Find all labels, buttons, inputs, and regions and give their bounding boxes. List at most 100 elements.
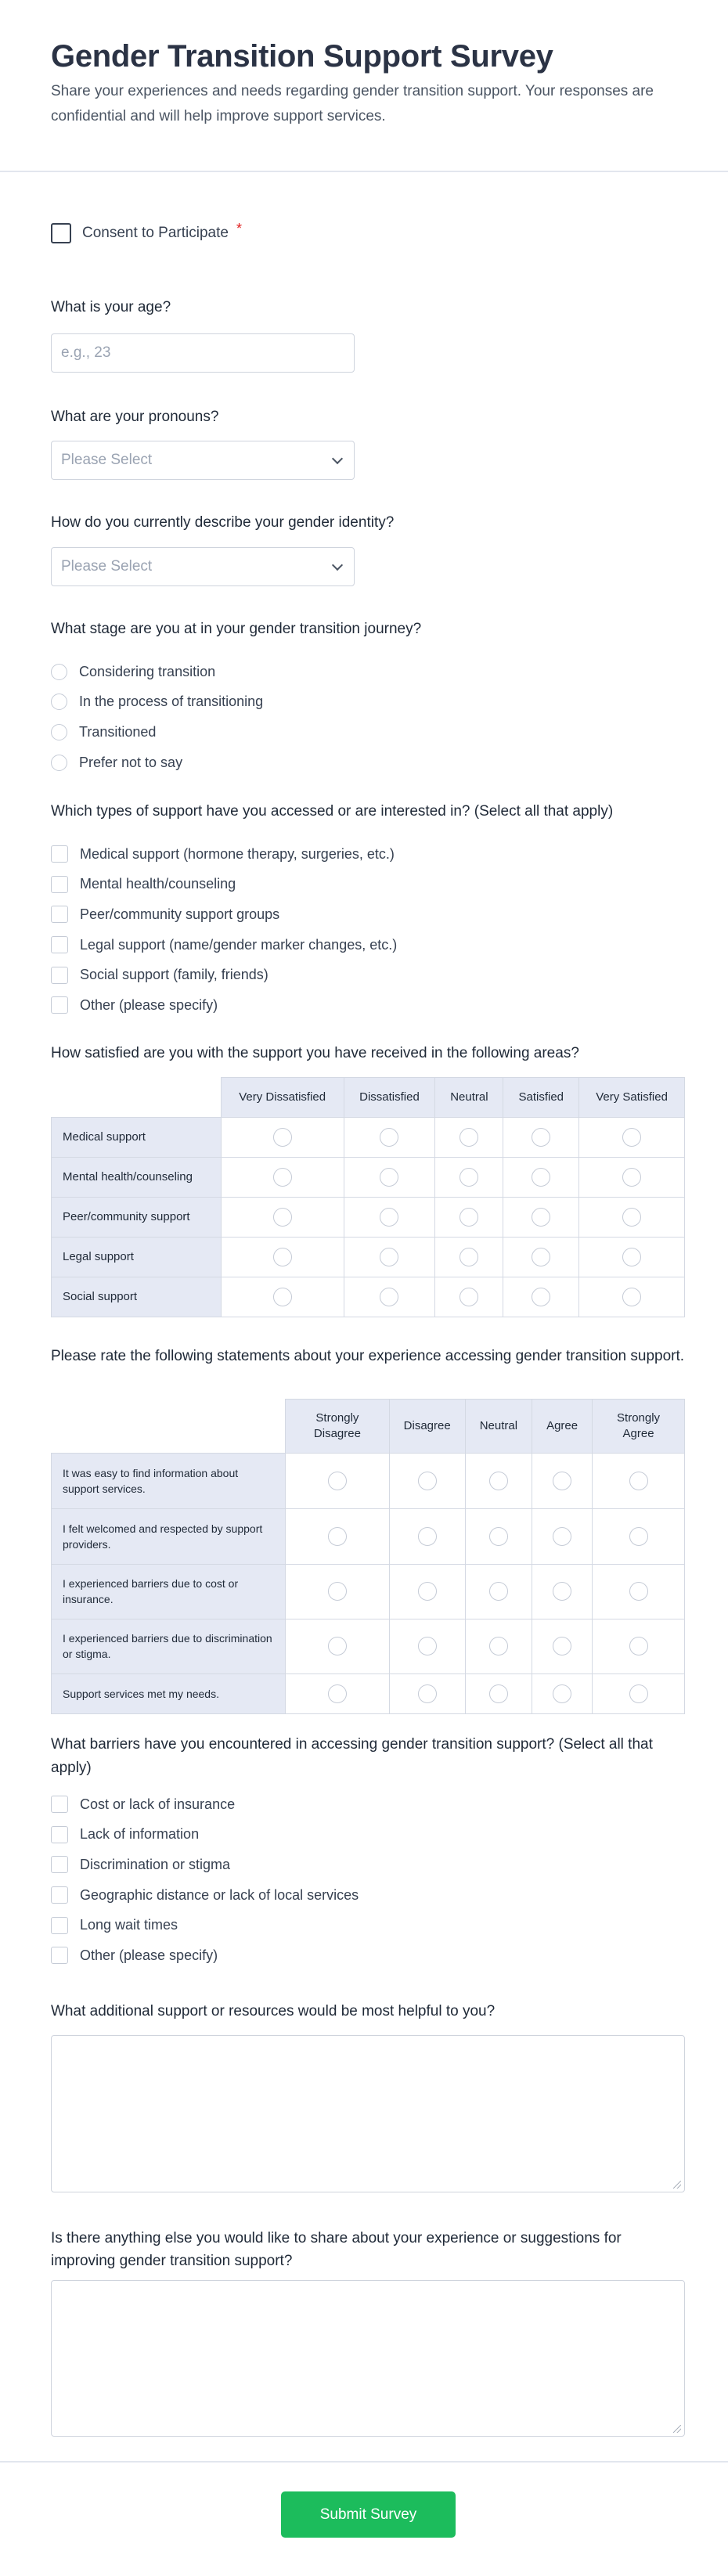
checkbox[interactable] xyxy=(51,1947,68,1965)
radio-button[interactable] xyxy=(622,1127,642,1147)
matrix-cell[interactable] xyxy=(434,1276,504,1317)
matrix-cell[interactable] xyxy=(343,1156,436,1198)
radio-button[interactable] xyxy=(622,1287,642,1306)
radio-button[interactable] xyxy=(417,1637,437,1655)
radio-button[interactable] xyxy=(622,1167,642,1187)
matrix-cell[interactable] xyxy=(434,1156,504,1198)
stage-option[interactable]: Transitioned xyxy=(51,717,685,748)
matrix-cell[interactable] xyxy=(464,1563,533,1619)
barrier-option[interactable]: Geographic distance or lack of local ser… xyxy=(51,1880,685,1911)
checkbox[interactable] xyxy=(51,845,68,863)
matrix-cell[interactable] xyxy=(285,1563,390,1619)
matrix-cell[interactable] xyxy=(532,1508,593,1565)
checkbox[interactable] xyxy=(51,1825,68,1843)
radio-button[interactable] xyxy=(622,1207,642,1227)
radio-button[interactable] xyxy=(488,1684,508,1703)
radio-button[interactable] xyxy=(327,1526,347,1546)
identity-select[interactable]: Please Select xyxy=(51,547,355,586)
matrix-cell[interactable] xyxy=(592,1508,685,1565)
radio-button[interactable] xyxy=(532,1207,551,1227)
radio-button[interactable] xyxy=(327,1471,347,1490)
radio-button[interactable] xyxy=(51,723,67,740)
matrix-cell[interactable] xyxy=(532,1618,593,1674)
checkbox[interactable] xyxy=(51,966,68,984)
radio-button[interactable] xyxy=(488,1637,508,1655)
matrix-cell[interactable] xyxy=(343,1236,436,1277)
radio-button[interactable] xyxy=(51,694,67,711)
radio-button[interactable] xyxy=(417,1684,437,1703)
consent-checkbox[interactable] xyxy=(51,223,71,243)
matrix-cell[interactable] xyxy=(532,1673,593,1714)
matrix-cell[interactable] xyxy=(343,1116,436,1158)
radio-button[interactable] xyxy=(532,1127,551,1147)
radio-button[interactable] xyxy=(327,1637,347,1655)
matrix-cell[interactable] xyxy=(388,1618,466,1674)
radio-button[interactable] xyxy=(532,1247,551,1266)
checkbox[interactable] xyxy=(51,1856,68,1874)
checkbox[interactable] xyxy=(51,906,68,924)
matrix-cell[interactable] xyxy=(434,1236,504,1277)
matrix-cell[interactable] xyxy=(503,1236,580,1277)
support-type-option[interactable]: Social support (family, friends) xyxy=(51,960,685,990)
matrix-cell[interactable] xyxy=(532,1452,593,1509)
matrix-cell[interactable] xyxy=(592,1452,685,1509)
radio-button[interactable] xyxy=(380,1167,399,1187)
matrix-cell[interactable] xyxy=(285,1452,390,1509)
radio-button[interactable] xyxy=(629,1637,648,1655)
matrix-cell[interactable] xyxy=(285,1673,390,1714)
matrix-cell[interactable] xyxy=(503,1196,580,1238)
radio-button[interactable] xyxy=(488,1582,508,1601)
matrix-cell[interactable] xyxy=(220,1116,344,1158)
submit-button[interactable]: Submit Survey xyxy=(281,2491,456,2538)
radio-button[interactable] xyxy=(417,1526,437,1546)
matrix-cell[interactable] xyxy=(464,1673,533,1714)
matrix-cell[interactable] xyxy=(388,1563,466,1619)
matrix-cell[interactable] xyxy=(220,1276,344,1317)
radio-button[interactable] xyxy=(272,1127,292,1147)
resize-handle-icon[interactable] xyxy=(673,2425,681,2433)
checkbox[interactable] xyxy=(51,1886,68,1904)
matrix-cell[interactable] xyxy=(503,1276,580,1317)
matrix-cell[interactable] xyxy=(592,1618,685,1674)
support-type-option[interactable]: Peer/community support groups xyxy=(51,899,685,930)
radio-button[interactable] xyxy=(327,1684,347,1703)
radio-button[interactable] xyxy=(532,1167,551,1187)
consent-field[interactable]: Consent to Participate * xyxy=(51,221,685,243)
support-type-option[interactable]: Other (please specify) xyxy=(51,990,685,1021)
radio-button[interactable] xyxy=(488,1471,508,1490)
radio-button[interactable] xyxy=(51,754,67,771)
radio-button[interactable] xyxy=(272,1287,292,1306)
support-type-option[interactable]: Legal support (name/gender marker change… xyxy=(51,930,685,960)
radio-button[interactable] xyxy=(380,1247,399,1266)
matrix-cell[interactable] xyxy=(578,1276,685,1317)
radio-button[interactable] xyxy=(460,1247,479,1266)
matrix-cell[interactable] xyxy=(592,1563,685,1619)
resize-handle-icon[interactable] xyxy=(673,2181,681,2189)
matrix-cell[interactable] xyxy=(592,1673,685,1714)
radio-button[interactable] xyxy=(380,1287,399,1306)
additional-textarea[interactable] xyxy=(51,2035,685,2192)
matrix-cell[interactable] xyxy=(220,1196,344,1238)
stage-option[interactable]: Considering transition xyxy=(51,657,685,687)
barrier-option[interactable]: Discrimination or stigma xyxy=(51,1850,685,1880)
radio-button[interactable] xyxy=(460,1287,479,1306)
radio-button[interactable] xyxy=(460,1207,479,1227)
barrier-option[interactable]: Cost or lack of insurance xyxy=(51,1789,685,1820)
matrix-cell[interactable] xyxy=(343,1196,436,1238)
radio-button[interactable] xyxy=(327,1582,347,1601)
radio-button[interactable] xyxy=(460,1127,479,1147)
matrix-cell[interactable] xyxy=(578,1236,685,1277)
matrix-cell[interactable] xyxy=(343,1276,436,1317)
radio-button[interactable] xyxy=(553,1526,572,1546)
matrix-cell[interactable] xyxy=(578,1116,685,1158)
radio-button[interactable] xyxy=(629,1582,648,1601)
matrix-cell[interactable] xyxy=(388,1452,466,1509)
matrix-cell[interactable] xyxy=(464,1618,533,1674)
support-type-option[interactable]: Mental health/counseling xyxy=(51,870,685,900)
barrier-option[interactable]: Other (please specify) xyxy=(51,1940,685,1971)
matrix-cell[interactable] xyxy=(434,1116,504,1158)
support-type-option[interactable]: Medical support (hormone therapy, surger… xyxy=(51,839,685,870)
matrix-cell[interactable] xyxy=(285,1508,390,1565)
radio-button[interactable] xyxy=(622,1247,642,1266)
matrix-cell[interactable] xyxy=(503,1116,580,1158)
